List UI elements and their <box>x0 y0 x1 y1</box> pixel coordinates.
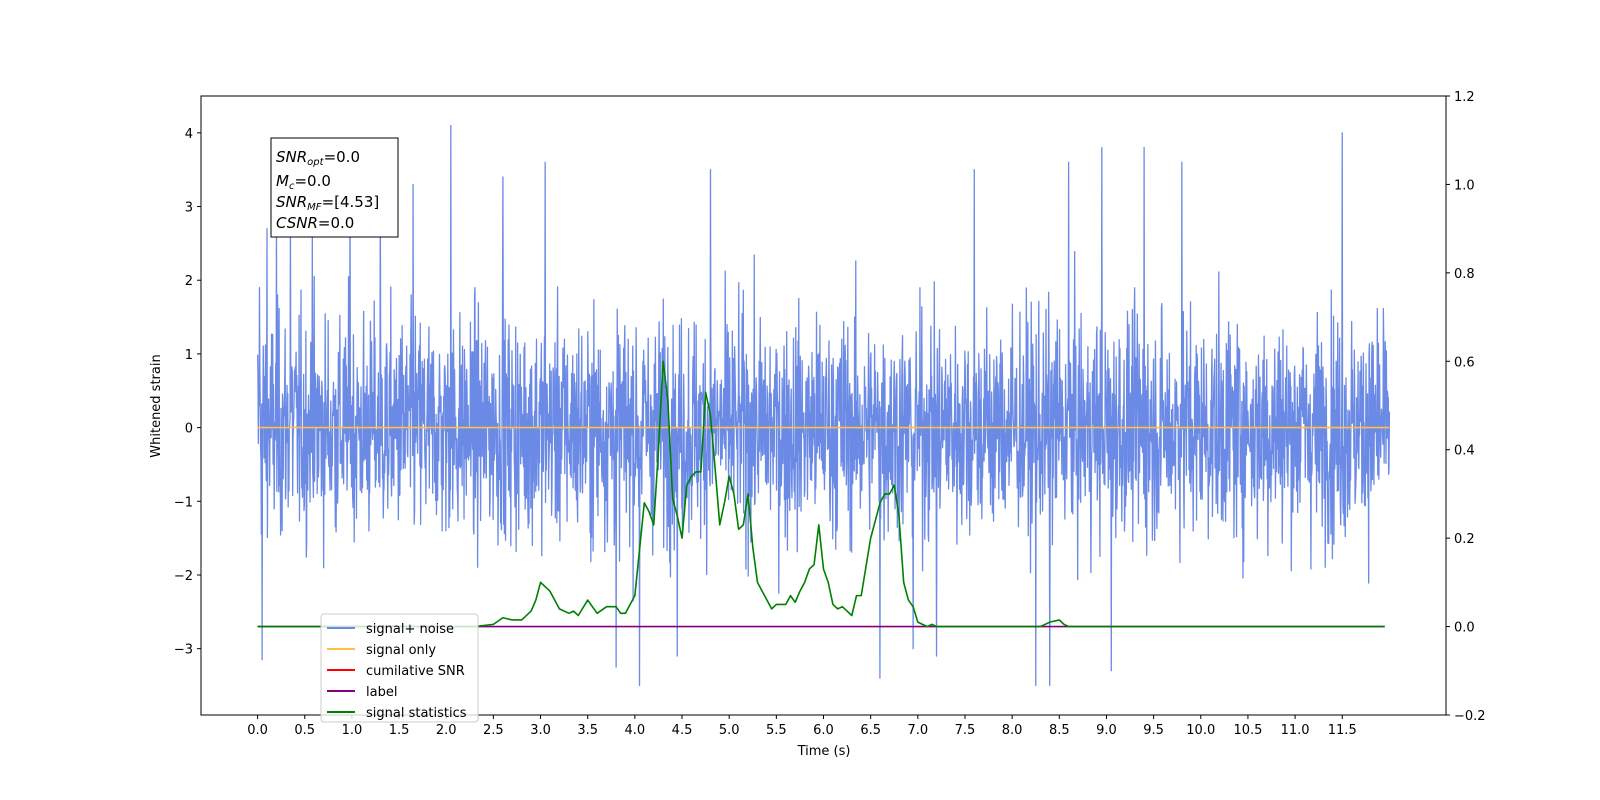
x-tick-label: 6.0 <box>813 723 834 738</box>
x-tick-label: 0.0 <box>247 723 268 738</box>
y-right-tick-label: 0.8 <box>1454 267 1475 282</box>
signal-noise-line <box>256 124 1391 687</box>
x-tick-label: 2.0 <box>436 723 457 738</box>
y-left-tick-label: 0 <box>185 422 193 437</box>
y-axis-label: Whitened strain <box>149 354 164 457</box>
y-right-tick-label: 0.6 <box>1454 355 1475 370</box>
x-tick-label: 5.0 <box>719 723 740 738</box>
y-right-tick-label: 0.2 <box>1454 532 1475 547</box>
x-tick-label: 7.5 <box>955 723 976 738</box>
legend-label: signal only <box>366 643 436 658</box>
signal-statistics-line <box>257 360 1385 628</box>
legend-label: signal+ noise <box>366 622 454 637</box>
x-tick-label: 4.5 <box>672 723 693 738</box>
x-tick-label: 2.5 <box>483 723 504 738</box>
x-tick-label: 8.5 <box>1049 723 1070 738</box>
x-tick-label: 5.5 <box>766 723 787 738</box>
y-axis-right: −0.2 0.0 0.2 0.4 0.6 0.8 1.0 1.2 <box>1446 90 1486 724</box>
x-axis: 0.0 0.5 1.0 1.5 2.0 2.5 3.0 3.5 4.0 4.5 5.0 5.5 6.0 6… <box>247 715 1357 738</box>
x-tick-label: 10.5 <box>1233 723 1262 738</box>
x-tick-label: 11.0 <box>1281 723 1310 738</box>
x-tick-label: 1.0 <box>342 723 363 738</box>
y-right-tick-label: 1.0 <box>1454 178 1475 193</box>
info-snr-mf: SNRMF=[4.53] <box>276 193 379 213</box>
legend: signal+ noise signal only cumilative SNR la… <box>320 613 479 723</box>
x-tick-label: 7.0 <box>907 723 928 738</box>
info-box-frame <box>270 137 399 238</box>
info-box: SNRopt=0.0 Mc=0.0 SNRMF=[4.53] CSNR=0.0 <box>270 137 399 238</box>
y-left-tick-label: 4 <box>185 127 193 142</box>
x-tick-label: 0.5 <box>294 723 315 738</box>
x-axis-label: Time (s) <box>797 744 851 759</box>
legend-label: signal statistics <box>366 706 467 721</box>
info-mc: Mc=0.0 <box>276 172 331 192</box>
y-left-tick-label: −2 <box>174 569 193 584</box>
y-left-tick-label: 1 <box>185 348 193 363</box>
x-tick-label: 11.5 <box>1328 723 1357 738</box>
y-right-tick-label: 1.2 <box>1454 90 1475 105</box>
y-right-tick-label: 0.0 <box>1454 621 1475 636</box>
legend-label: cumilative SNR <box>366 664 465 679</box>
info-snr-opt: SNRopt=0.0 <box>276 148 360 168</box>
x-tick-label: 4.0 <box>625 723 646 738</box>
x-tick-label: 9.0 <box>1096 723 1117 738</box>
y-left-tick-label: 2 <box>185 274 193 289</box>
legend-label: label <box>366 685 397 700</box>
x-tick-label: 3.0 <box>530 723 551 738</box>
x-tick-label: 10.0 <box>1186 723 1215 738</box>
y-left-tick-label: −3 <box>174 643 193 658</box>
x-tick-label: 3.5 <box>577 723 598 738</box>
x-tick-label: 8.0 <box>1002 723 1023 738</box>
x-tick-label: 9.5 <box>1143 723 1164 738</box>
signal-noise-series <box>256 124 1391 687</box>
y-left-tick-label: 3 <box>185 201 193 216</box>
info-csnr: CSNR=0.0 <box>276 214 354 232</box>
y-right-tick-label: 0.4 <box>1454 444 1475 459</box>
y-left-tick-label: −1 <box>174 495 193 510</box>
legend-frame <box>320 613 479 723</box>
x-tick-label: 1.5 <box>389 723 410 738</box>
y-right-tick-label: −0.2 <box>1454 709 1486 724</box>
x-tick-label: 6.5 <box>860 723 881 738</box>
y-axis-left: −3 −2 −1 0 1 2 3 4 <box>174 127 201 658</box>
